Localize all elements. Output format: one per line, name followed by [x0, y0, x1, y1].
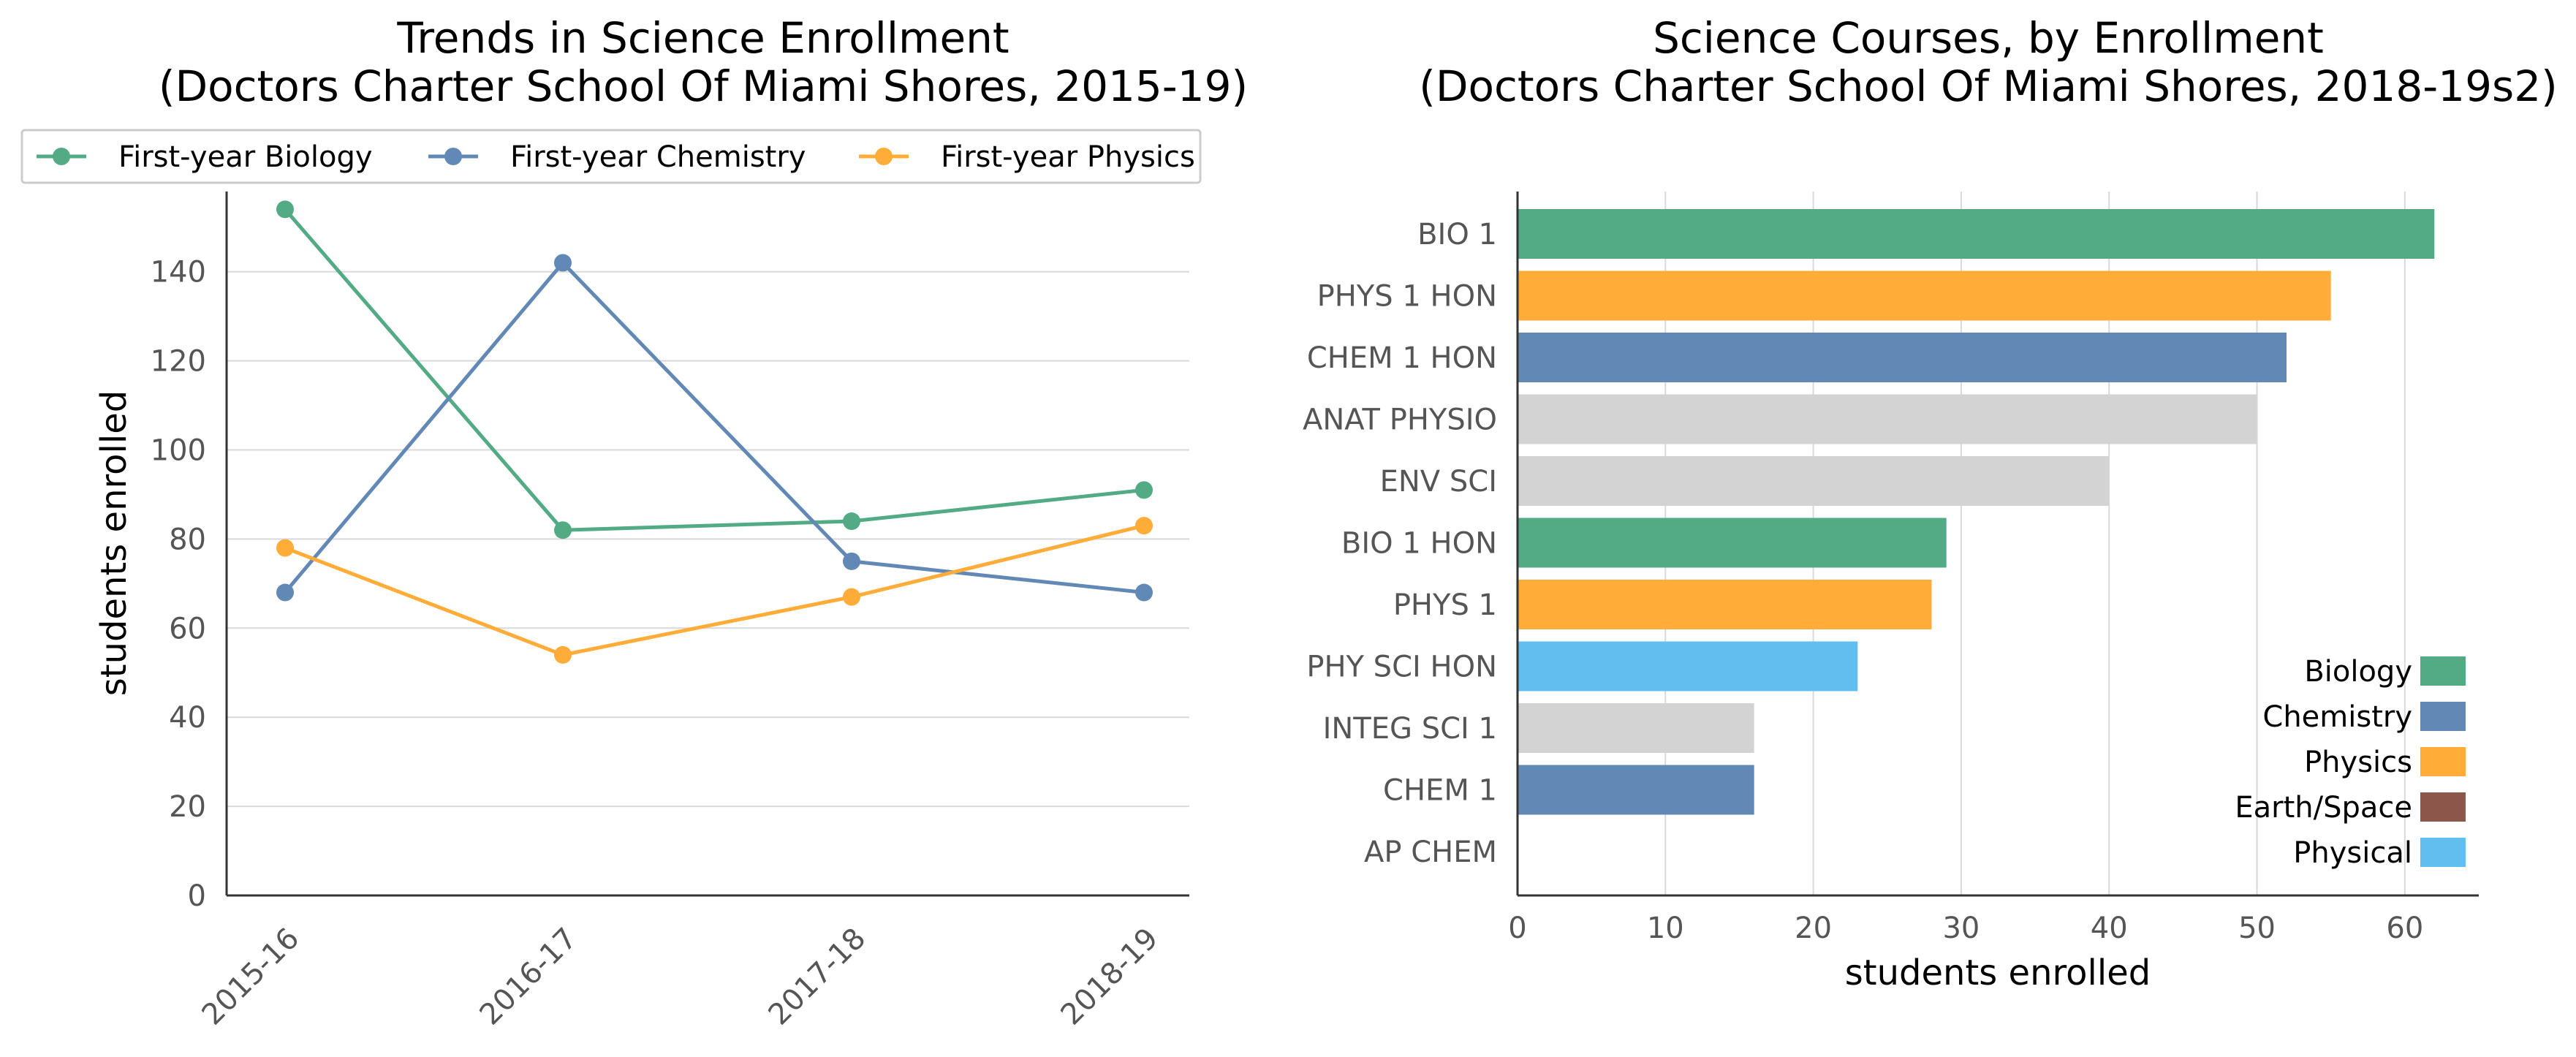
legend-category-label: Physics	[2304, 746, 2412, 779]
bar-chart-category-labels: BIO 1 PHYS 1 HON CHEM 1 HON ANAT PHYSIO ENV …	[1303, 218, 1497, 869]
bar-chart-x-tick-label: 30	[1942, 912, 1980, 945]
line-series-0-point	[843, 512, 860, 531]
bar	[1518, 270, 2331, 321]
bar-chart-title-line-2: (Doctors Charter School Of Miami Shores,…	[1419, 61, 2557, 111]
line-series-0-point	[1135, 481, 1153, 499]
bar	[1518, 765, 1754, 815]
bar-chart-x-tick-label: 20	[1795, 912, 1832, 945]
line-series-2-point	[554, 645, 572, 664]
bar-category-label: PHY SCI HON	[1306, 651, 1497, 684]
line-chart: Trends in Science Enrollment (Doctors Ch…	[20, 13, 1248, 1032]
line-series-2-line	[284, 523, 1145, 657]
line-series-0-point	[276, 200, 294, 219]
line-chart-legend: First-year Biology First-year Chemistry Fi…	[20, 129, 1202, 184]
legend-series-label: First-year Physics	[941, 140, 1195, 174]
legend-frame	[20, 129, 1202, 184]
line-chart-title-line-2: (Doctors Charter School Of Miami Shores,…	[159, 61, 1248, 111]
line-chart-x-tick-label: 2015-16	[196, 922, 306, 1032]
bar	[1518, 209, 2435, 259]
line-chart-y-tick-label: 140	[151, 256, 206, 289]
legend-series-label: First-year Chemistry	[510, 140, 806, 174]
bar-category-label: BIO 1 HON	[1341, 527, 1497, 561]
legend-swatch	[2420, 656, 2466, 686]
line-chart-y-tick-label: 40	[169, 701, 206, 735]
bar-category-label: AP CHEM	[1364, 836, 1497, 869]
line-chart-y-tick-label: 100	[151, 434, 206, 468]
line-chart-gridlines	[227, 270, 1189, 808]
bar-chart-x-tick-label: 0	[1508, 912, 1526, 945]
bar-chart-legend: Biology Chemistry Physics Earth/Space Physic…	[2235, 655, 2466, 870]
legend-marker	[53, 148, 70, 165]
legend-swatch	[2420, 838, 2466, 867]
line-series-1-point	[276, 583, 294, 602]
bar-chart-x-axis-label: students enrolled	[1845, 952, 2151, 993]
bar	[1518, 333, 2287, 382]
line-chart-y-tick-label: 60	[169, 612, 206, 645]
bar	[1518, 580, 1932, 629]
bar-category-label: PHYS 1	[1393, 588, 1497, 622]
line-chart-y-tick-label: 20	[169, 790, 206, 824]
legend-category-label: Biology	[2304, 655, 2412, 689]
line-chart-x-tick-label: 2017-18	[762, 922, 873, 1032]
bar-category-label: CHEM 1	[1383, 774, 1497, 808]
line-series-0-line	[284, 208, 1145, 532]
line-chart-y-tick-label: 80	[169, 523, 206, 556]
legend-marker	[875, 148, 893, 165]
line-chart-x-tick-label: 2018-19	[1055, 922, 1165, 1032]
line-series-2-point	[1135, 517, 1153, 535]
bar	[1518, 518, 1947, 568]
legend-category-label: Chemistry	[2262, 700, 2412, 734]
line-chart-y-tick-label: 120	[151, 345, 206, 379]
legend-swatch	[2420, 702, 2466, 731]
bar	[1518, 641, 1858, 692]
legend-marker	[444, 148, 462, 165]
line-chart-x-tick-label: 2016-17	[474, 922, 584, 1032]
bar-category-label: ANAT PHYSIO	[1303, 404, 1497, 437]
legend-category-label: Physical	[2293, 836, 2412, 870]
line-chart-title-line-1: Trends in Science Enrollment	[396, 13, 1009, 63]
line-chart-series	[276, 200, 1153, 664]
bar-category-label: PHYS 1 HON	[1317, 280, 1497, 314]
legend-swatch	[2420, 792, 2466, 822]
bar-chart-x-tick-label: 40	[2091, 912, 2128, 945]
line-chart-y-tick-label: 0	[188, 879, 206, 913]
line-series-1-point	[554, 254, 572, 272]
line-series-2-point	[276, 539, 294, 557]
line-chart-y-ticks: 0 20 40 60 80 100 120 140	[151, 256, 206, 913]
bar-category-label: ENV SCI	[1380, 465, 1497, 499]
bar-chart-x-tick-label: 10	[1647, 912, 1684, 945]
line-chart-x-ticks: 2015-16 2016-17 2017-18 2018-19	[196, 922, 1165, 1032]
bar	[1518, 456, 2110, 506]
bar-chart-x-tick-label: 50	[2238, 912, 2276, 945]
bar-category-label: BIO 1	[1417, 218, 1497, 251]
line-series-1-point	[843, 552, 860, 570]
line-series-2-point	[843, 588, 860, 606]
bar-chart-bars	[1518, 209, 2435, 815]
line-series-1-point	[1135, 583, 1153, 602]
legend-swatch	[2420, 747, 2466, 776]
legend-category-label: Earth/Space	[2235, 791, 2412, 825]
bar-chart-x-tick-label: 60	[2386, 912, 2423, 945]
bar	[1518, 703, 1754, 753]
line-series-0-point	[554, 521, 572, 539]
bar-chart-x-ticks: 0 10 20 30 40 50 60	[1508, 912, 2423, 945]
bar-category-label: INTEG SCI 1	[1323, 712, 1497, 746]
bar-chart: Science Courses, by Enrollment (Doctors …	[1303, 13, 2558, 993]
line-series-1-line	[284, 259, 1145, 595]
bar-chart-title-line-1: Science Courses, by Enrollment	[1653, 13, 2324, 63]
legend-series-label: First-year Biology	[118, 140, 373, 174]
bar	[1518, 394, 2257, 444]
line-chart-y-axis-label: students enrolled	[94, 390, 135, 696]
bar-category-label: CHEM 1 HON	[1307, 341, 1497, 375]
